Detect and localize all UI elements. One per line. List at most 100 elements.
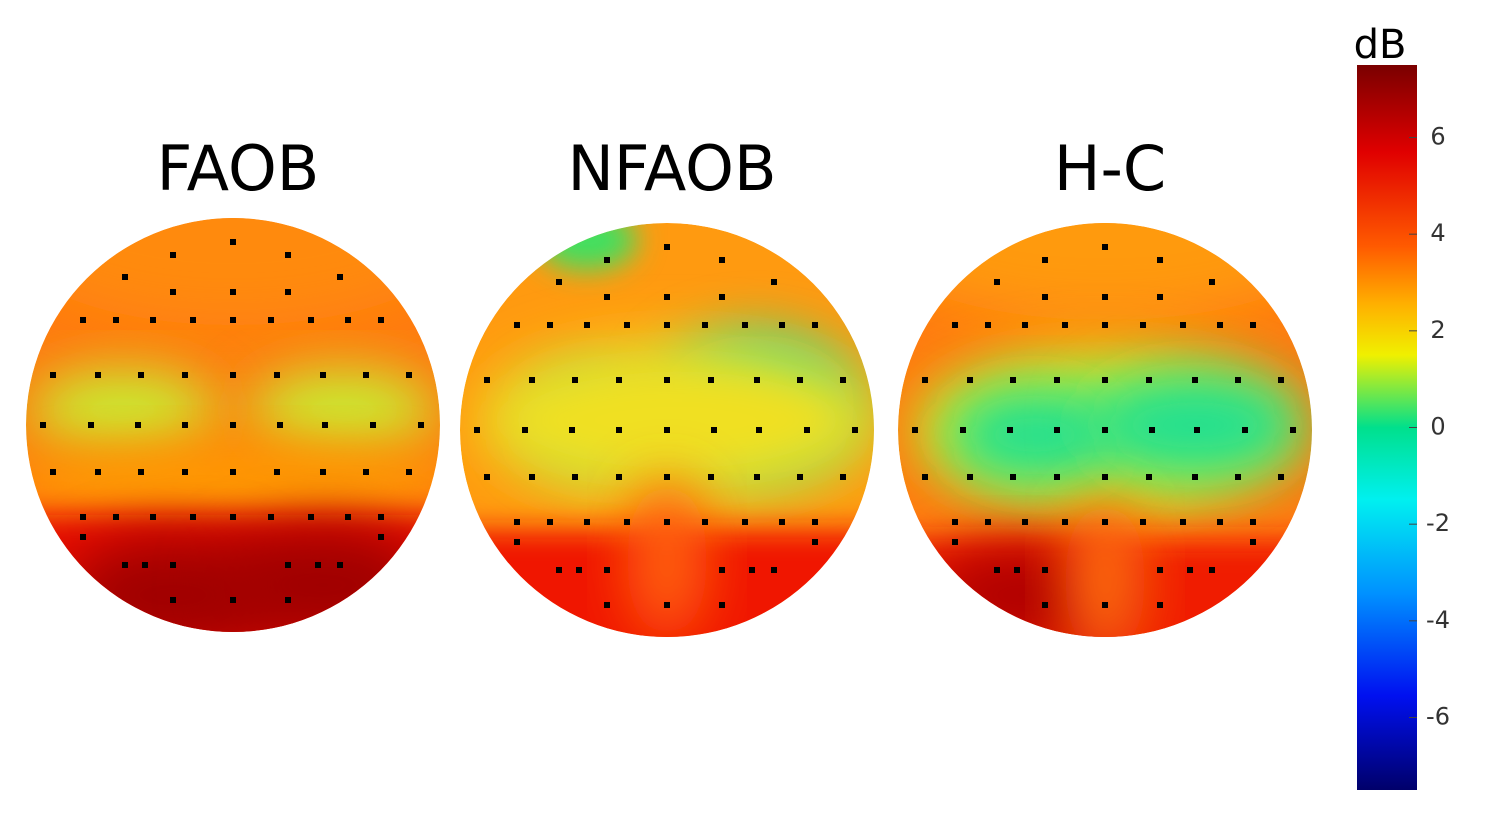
electrode	[142, 562, 148, 568]
electrode	[1062, 322, 1068, 328]
electrode	[812, 539, 818, 545]
electrode	[230, 469, 236, 475]
panel-title: FAOB	[157, 132, 320, 205]
electrode	[529, 377, 535, 383]
electrode	[616, 427, 622, 433]
electrode	[1042, 294, 1048, 300]
electrode	[170, 597, 176, 603]
topomap	[898, 223, 1312, 637]
electrode	[584, 322, 590, 328]
electrode	[345, 317, 351, 323]
electrode	[1290, 427, 1296, 433]
electrode	[1102, 602, 1108, 608]
electrode	[771, 279, 777, 285]
electrode	[50, 469, 56, 475]
electrode	[952, 539, 958, 545]
electrode	[285, 562, 291, 568]
electrode	[584, 519, 590, 525]
electrode	[994, 279, 1000, 285]
electrode	[1235, 474, 1241, 480]
electrode	[624, 519, 630, 525]
electrode	[985, 322, 991, 328]
electrode	[1054, 377, 1060, 383]
electrode	[702, 519, 708, 525]
electrode	[1022, 519, 1028, 525]
tick-label: -6	[1426, 703, 1450, 731]
electrode	[1054, 474, 1060, 480]
electrode	[922, 474, 928, 480]
electrode	[40, 422, 46, 428]
electrode	[1217, 519, 1223, 525]
electrode	[719, 257, 725, 263]
electrode	[1102, 322, 1108, 328]
electrode	[1010, 474, 1016, 480]
electrode	[840, 377, 846, 383]
colorbar	[1357, 65, 1417, 790]
electrode	[719, 602, 725, 608]
electrode	[952, 322, 958, 328]
electrode	[80, 317, 86, 323]
electrode	[1180, 322, 1186, 328]
electrode	[182, 372, 188, 378]
electrode	[150, 317, 156, 323]
electrode	[230, 317, 236, 323]
electrode	[624, 322, 630, 328]
electrode	[1217, 322, 1223, 328]
tick-label: 0	[1430, 413, 1445, 441]
electrode	[88, 422, 94, 428]
electrode	[285, 597, 291, 603]
electrode	[95, 469, 101, 475]
electrode	[1140, 519, 1146, 525]
electrode	[1242, 427, 1248, 433]
electrode	[320, 372, 326, 378]
electrode	[274, 372, 280, 378]
electrode	[1192, 474, 1198, 480]
electrode	[135, 422, 141, 428]
electrode	[779, 322, 785, 328]
electrode	[1209, 279, 1215, 285]
electrode	[308, 317, 314, 323]
electrode	[230, 514, 236, 520]
electrode	[852, 427, 858, 433]
electrode	[742, 322, 748, 328]
electrode	[1042, 257, 1048, 263]
electrode	[749, 567, 755, 573]
electrode	[277, 422, 283, 428]
electrode	[230, 372, 236, 378]
electrode	[1140, 322, 1146, 328]
electrode	[604, 602, 610, 608]
electrode	[967, 377, 973, 383]
electrode	[378, 317, 384, 323]
electrode	[1102, 294, 1108, 300]
electrode	[268, 317, 274, 323]
electrode	[1014, 567, 1020, 573]
panel-title: NFAOB	[567, 132, 776, 205]
electrode	[812, 322, 818, 328]
electrode	[1250, 519, 1256, 525]
electrode	[230, 289, 236, 295]
electrode	[1192, 377, 1198, 383]
electrode	[664, 602, 670, 608]
electrode	[378, 514, 384, 520]
electrode	[363, 469, 369, 475]
electrode	[1042, 567, 1048, 573]
topomap	[460, 223, 874, 637]
electrode	[285, 289, 291, 295]
tick-label: -4	[1426, 606, 1450, 634]
electrode	[1149, 427, 1155, 433]
electrode	[967, 474, 973, 480]
electrode	[182, 422, 188, 428]
electrode	[604, 294, 610, 300]
tick-label: 2	[1430, 316, 1445, 344]
electrode	[922, 377, 928, 383]
electrode	[804, 427, 810, 433]
electrode	[664, 519, 670, 525]
electrode	[664, 244, 670, 250]
electrode	[50, 372, 56, 378]
electrode	[1157, 567, 1163, 573]
colorbar-label: dB	[1354, 22, 1407, 68]
electrode	[322, 422, 328, 428]
electrode	[604, 257, 610, 263]
electrode	[1102, 474, 1108, 480]
electrode	[756, 427, 762, 433]
